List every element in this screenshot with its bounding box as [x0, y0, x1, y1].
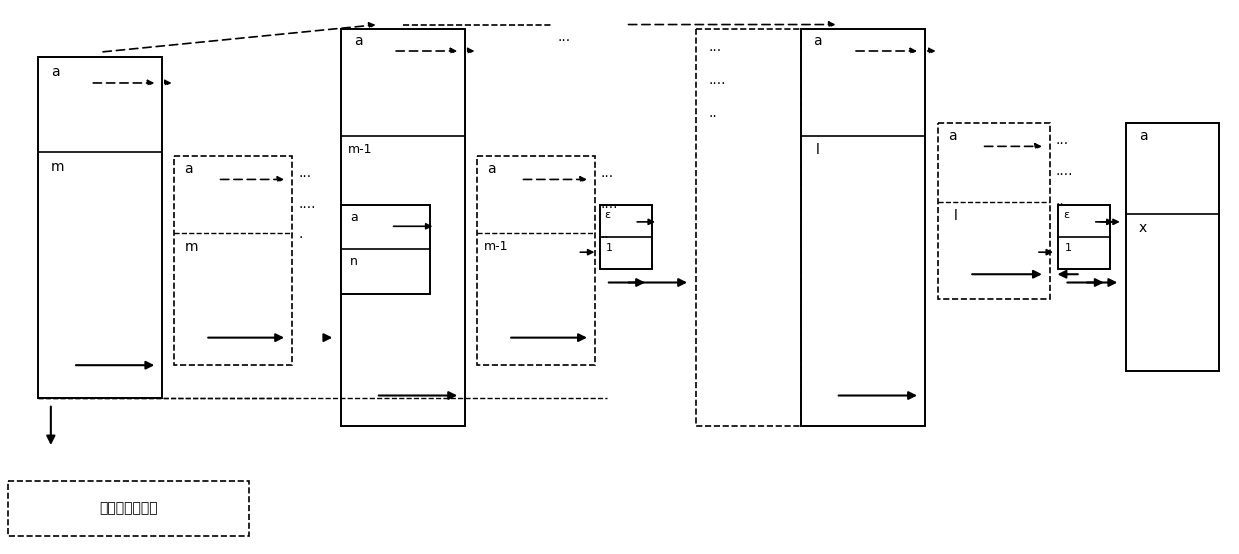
Bar — [175, 156, 292, 365]
Bar — [1126, 122, 1219, 371]
Text: m-1: m-1 — [347, 143, 372, 156]
Bar — [7, 481, 249, 536]
Text: a: a — [948, 129, 957, 143]
Text: l: l — [817, 143, 820, 157]
Text: a: a — [353, 34, 362, 48]
Bar — [342, 206, 430, 294]
Text: l: l — [953, 209, 958, 223]
Text: ...: ... — [709, 40, 721, 54]
Text: a: a — [185, 162, 193, 176]
Text: a: a — [1139, 129, 1147, 143]
Text: ...: ... — [601, 166, 615, 179]
Text: ε: ε — [605, 210, 611, 220]
Bar — [802, 29, 924, 426]
Text: m: m — [51, 161, 64, 175]
Text: m-1: m-1 — [483, 240, 508, 253]
Bar — [1058, 206, 1110, 269]
Bar — [938, 122, 1049, 299]
Text: ....: .... — [709, 73, 726, 87]
Text: ...: ... — [299, 166, 311, 179]
Text: x: x — [1139, 221, 1147, 235]
Text: ..: .. — [1056, 194, 1064, 208]
Text: ....: .... — [299, 197, 316, 211]
Text: .: . — [299, 227, 302, 242]
Text: 1: 1 — [1064, 243, 1072, 253]
Text: m: m — [185, 240, 198, 254]
Bar — [477, 156, 595, 365]
Text: 1: 1 — [606, 243, 613, 253]
Bar — [38, 57, 162, 398]
Text: ..: .. — [601, 227, 610, 242]
Text: ....: .... — [601, 197, 618, 211]
Text: a: a — [814, 34, 823, 48]
Text: ..: .. — [709, 106, 717, 120]
Text: ....: .... — [1056, 164, 1073, 178]
Text: ...: ... — [558, 30, 571, 44]
Text: a: a — [487, 162, 496, 176]
Bar — [696, 29, 802, 426]
Text: a: a — [349, 211, 358, 224]
Text: ε: ε — [1063, 210, 1069, 220]
Bar — [342, 29, 465, 426]
Text: ...: ... — [1056, 132, 1069, 147]
Text: n: n — [349, 255, 358, 268]
Bar — [600, 206, 652, 269]
Text: 内存块开始地址: 内存块开始地址 — [99, 501, 157, 516]
Text: a: a — [51, 65, 59, 79]
